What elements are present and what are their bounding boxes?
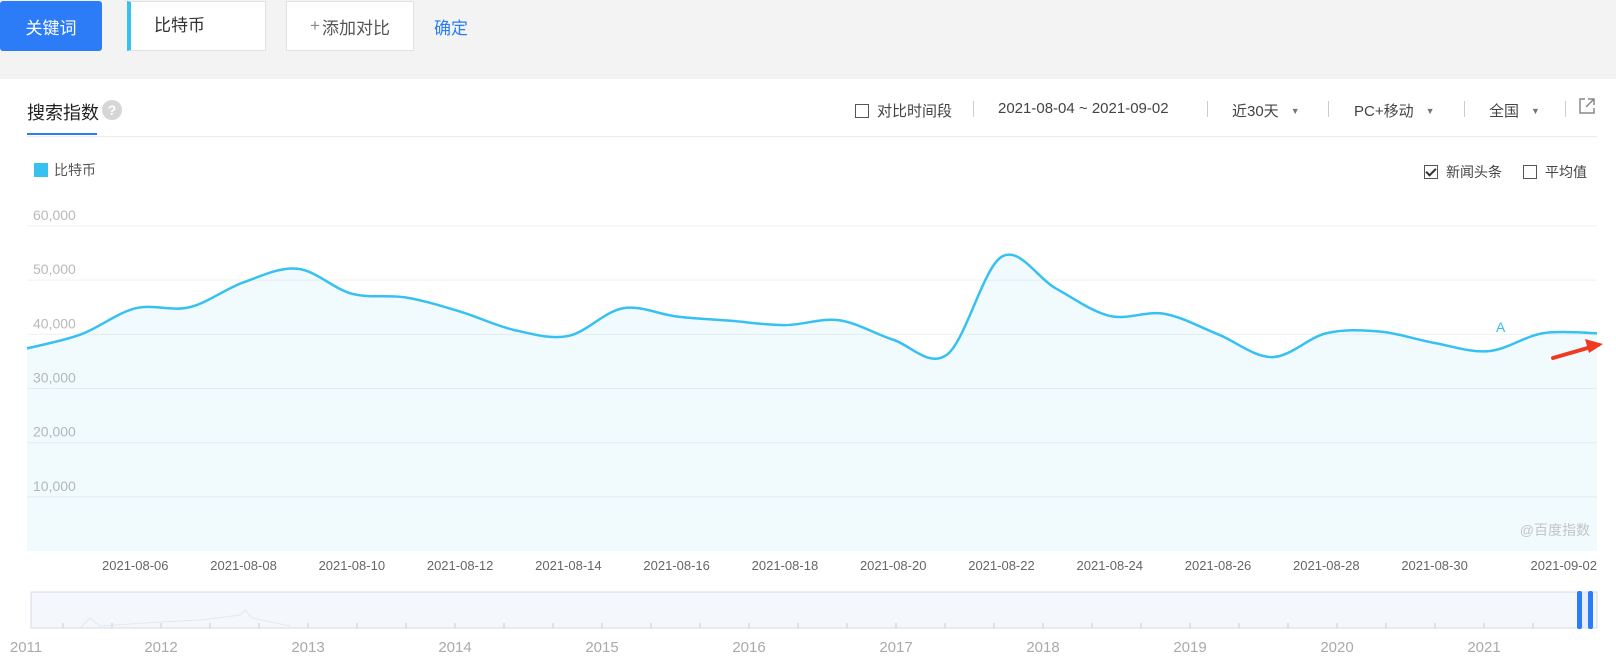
add-compare-label: 添加对比: [321, 18, 390, 38]
add-compare-button[interactable]: + 添加对比: [286, 1, 414, 51]
caret-down-icon: ▼: [1531, 106, 1540, 116]
overview-year-label: 2018: [1026, 639, 1059, 656]
compare-period-checkbox[interactable]: 对比时间段: [855, 100, 952, 121]
overview-year-label: 2013: [291, 639, 324, 656]
panel-divider: [27, 136, 1597, 137]
date-range-picker[interactable]: 2021-08-04 ~ 2021-09-02: [998, 100, 1169, 117]
overview-year-label: 2021: [1467, 639, 1500, 656]
average-checkbox[interactable]: 平均值: [1523, 162, 1587, 182]
overview-year-label: 2015: [585, 639, 618, 656]
divider: [1328, 101, 1329, 117]
slider-handle-right[interactable]: [1588, 591, 1593, 629]
help-icon[interactable]: ?: [102, 100, 122, 120]
keyword-toolbar: 关键词 比特币 + 添加对比 确定: [0, 0, 1616, 79]
caret-down-icon: ▼: [1425, 106, 1435, 116]
time-range-slider[interactable]: 2011 2012 2013 2014 2015 2016 2017 2018 2019 2020…: [10, 591, 1598, 656]
news-headlines-checkbox[interactable]: 新闻头条: [1424, 162, 1502, 182]
divider: [1207, 101, 1208, 117]
overview-sparkline: [79, 609, 291, 629]
legend-swatch: [34, 163, 48, 177]
compare-period-label: 对比时间段: [877, 103, 953, 120]
keyword-button[interactable]: 关键词: [0, 1, 102, 51]
average-label: 平均值: [1545, 164, 1587, 180]
region-select[interactable]: 全国 ▼: [1489, 100, 1540, 121]
checkbox-icon: [855, 104, 869, 118]
overview-year-label: 2011: [10, 639, 42, 656]
checkbox-icon: [1523, 165, 1537, 179]
period-select[interactable]: 近30天 ▼: [1232, 100, 1300, 121]
overview-year-label: 2016: [732, 639, 765, 656]
search-index-panel: 搜索指数 ? 对比时间段 2021-08-04 ~ 2021-09-02 近30…: [0, 79, 1616, 669]
overview-year-label: 2012: [144, 639, 177, 656]
slider-handle-left[interactable]: [1577, 591, 1582, 629]
external-link-icon[interactable]: [1578, 97, 1596, 115]
confirm-link[interactable]: 确定: [434, 19, 468, 38]
tab-search-index[interactable]: 搜索指数: [27, 103, 99, 123]
period-select-value: 近30天: [1232, 103, 1279, 120]
legend-label: 比特币: [54, 162, 96, 178]
news-headlines-label: 新闻头条: [1446, 164, 1502, 180]
overview-year-label: 2019: [1173, 639, 1206, 656]
overview-year-label: 2020: [1320, 639, 1353, 656]
device-select[interactable]: PC+移动 ▼: [1354, 100, 1435, 121]
divider: [973, 101, 974, 117]
plus-icon: +: [310, 16, 320, 35]
device-select-value: PC+移动: [1354, 103, 1414, 120]
region-select-value: 全国: [1489, 103, 1520, 120]
divider: [1565, 101, 1566, 117]
tab-active-indicator: [27, 133, 97, 135]
overview-track: [30, 591, 1598, 629]
overview-year-label: 2014: [438, 639, 471, 656]
caret-down-icon: ▼: [1290, 106, 1300, 116]
checkbox-checked-icon: [1424, 165, 1438, 179]
divider: [1464, 101, 1465, 117]
overview-year-label: 2017: [879, 639, 912, 656]
chart-legend[interactable]: 比特币: [34, 160, 96, 180]
keyword-input[interactable]: 比特币: [127, 1, 266, 51]
